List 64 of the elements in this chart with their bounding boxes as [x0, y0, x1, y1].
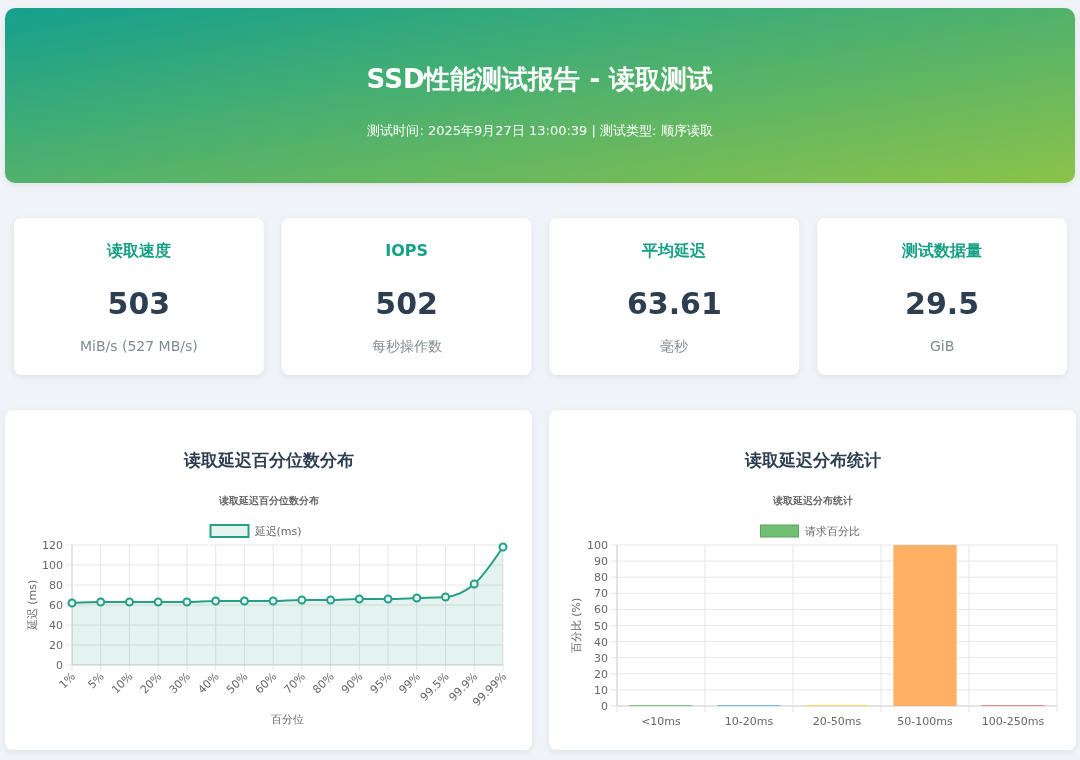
text: GiB: [929, 338, 955, 354]
y-tick-label: 20: [594, 667, 608, 681]
x-tick-label: 100-250ms: [981, 715, 1045, 728]
text: 502: [375, 286, 438, 321]
y-tick-label: 40: [594, 635, 608, 649]
text: 测试时间: 2025年9月27日 13:00:39 | 测试类型: 顺序读取: [367, 123, 713, 138]
legend-label: 请求百分比: [804, 525, 860, 538]
point: [67, 598, 77, 608]
y-tick-label: 60: [49, 599, 63, 612]
text: 29.5: [905, 286, 980, 321]
point: [441, 592, 451, 602]
point: [412, 593, 422, 603]
text: 平均延迟: [641, 241, 708, 260]
x-tick-label: 10-20ms: [724, 715, 774, 728]
y-tick-label: 80: [49, 579, 63, 592]
text: MiB/s (527 MB/s): [79, 338, 198, 354]
text: 每秒操作数: [371, 338, 442, 354]
y-tick-label: 40: [49, 619, 63, 632]
x-tick-label: <10ms: [641, 715, 682, 728]
point: [124, 597, 134, 607]
y-tick-label: 20: [49, 639, 63, 652]
point: [469, 579, 479, 589]
legend-label: 延迟(ms): [253, 525, 302, 538]
point: [268, 596, 278, 606]
y-tick-label: 0: [56, 659, 63, 672]
y-tick-label: 100: [42, 559, 63, 572]
y-tick-label: 10: [594, 683, 608, 697]
chart-subtitle: 读取延迟分布统计: [771, 495, 853, 506]
chart-title: 读取延迟分布统计: [743, 450, 881, 470]
point: [498, 542, 508, 552]
chart-subtitle: 读取延迟百分位数分布: [217, 495, 319, 506]
y-tick-label: 30: [594, 651, 608, 665]
text: 63.61: [626, 286, 722, 321]
point: [211, 596, 221, 606]
text: IOPS: [385, 241, 429, 260]
point: [297, 595, 307, 605]
text: 503: [107, 286, 171, 321]
y-axis-title: 延迟 (ms): [26, 579, 39, 632]
point: [239, 596, 249, 606]
y-axis-title: 百分比 (%): [570, 597, 583, 654]
y-tick-label: 0: [601, 700, 608, 713]
chart-title: 读取延迟百分位数分布: [182, 450, 354, 470]
x-tick-label: 5%: [85, 669, 107, 692]
point: [182, 597, 192, 607]
y-tick-label: 80: [594, 571, 608, 585]
y-tick-label: 50: [594, 619, 608, 633]
y-tick-label: 100: [587, 539, 608, 552]
y-tick-label: 60: [594, 603, 608, 617]
x-axis-title: 百分位: [271, 713, 304, 726]
y-tick-label: 90: [594, 555, 608, 569]
point: [153, 597, 163, 607]
point: [326, 595, 336, 605]
x-tick-label: 50-100ms: [897, 715, 953, 728]
text: 测试数据量: [901, 241, 983, 260]
text: 读取速度: [105, 241, 171, 260]
text: 毫秒: [660, 338, 689, 354]
point: [354, 594, 364, 604]
x-tick-label: 1%: [56, 669, 79, 692]
y-tick-label: 120: [42, 539, 63, 552]
point: [96, 597, 106, 607]
text: SSD性能测试报告 - 读取测试: [366, 64, 714, 94]
y-tick-label: 70: [594, 587, 608, 601]
point: [383, 594, 393, 604]
x-tick-label: 20-50ms: [812, 715, 862, 728]
